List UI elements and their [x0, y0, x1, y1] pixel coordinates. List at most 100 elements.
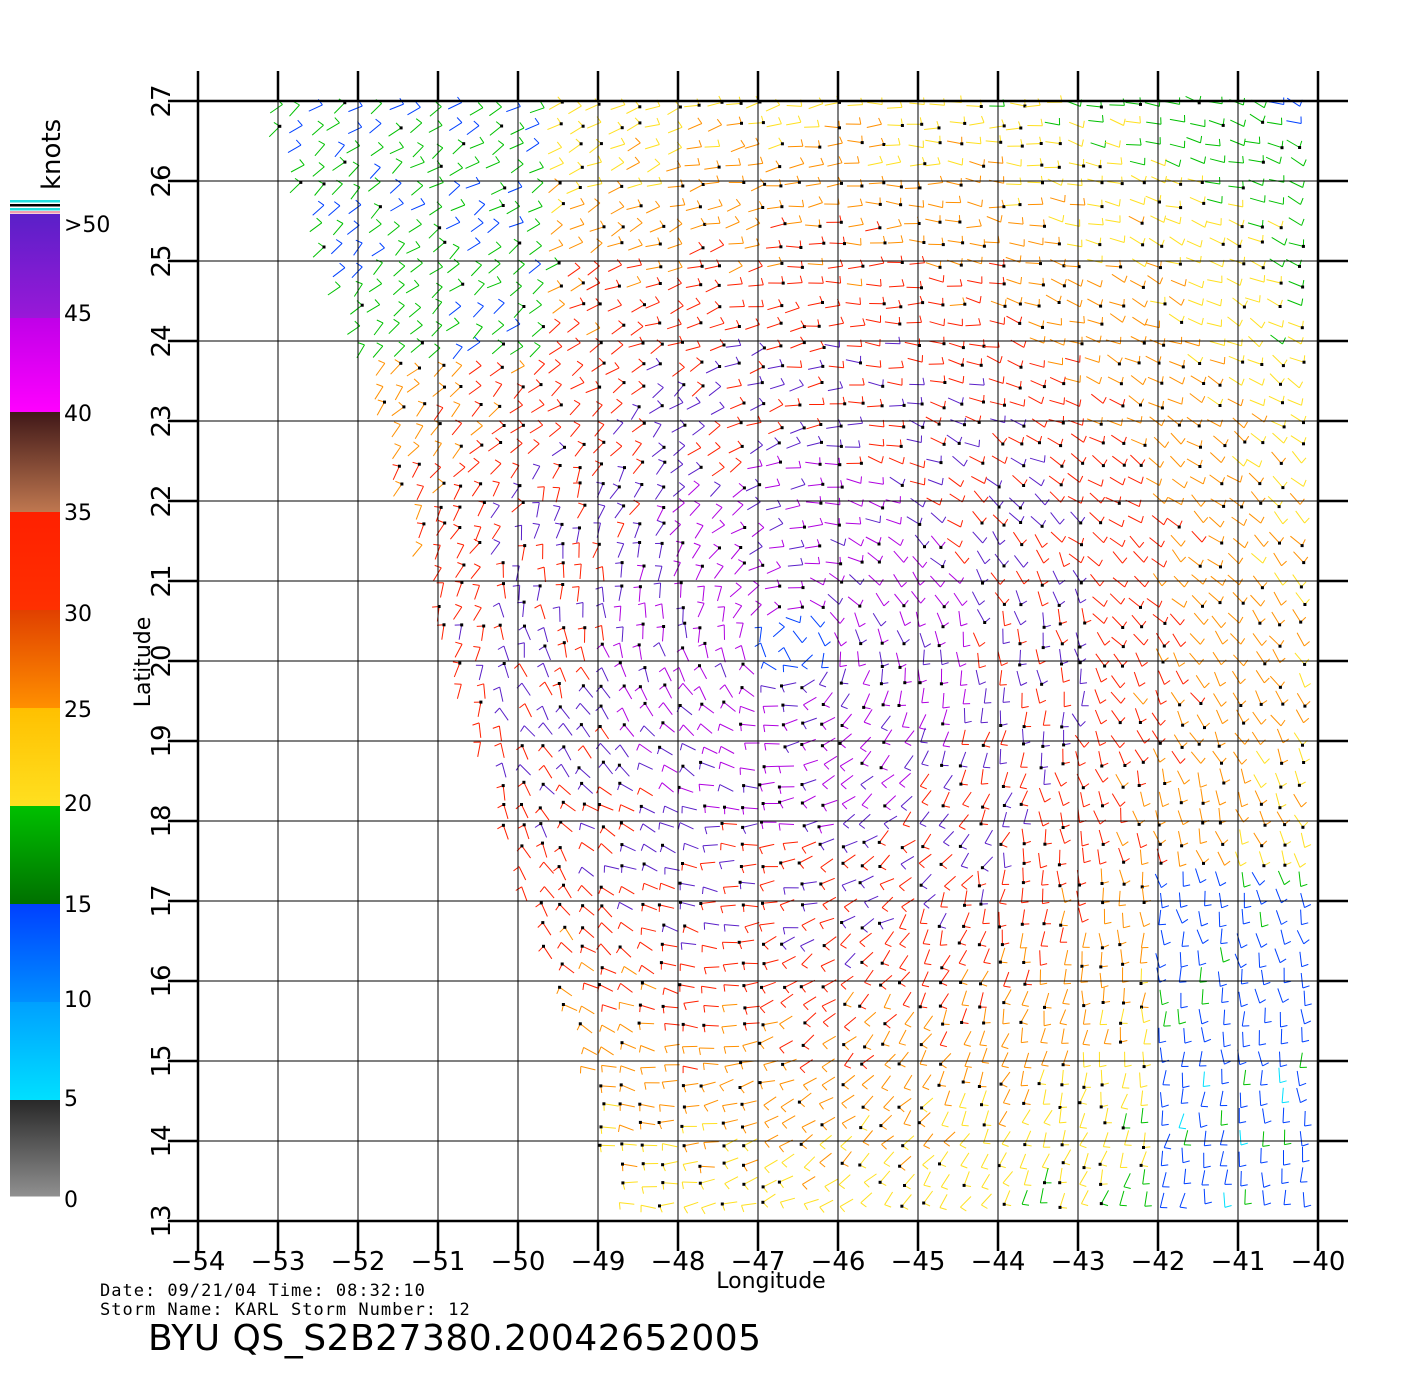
wind-barb — [472, 326, 483, 340]
rain-flag-dot — [817, 324, 821, 328]
wind-barb-flag — [884, 943, 892, 948]
wind-barb — [895, 652, 901, 668]
wind-barb-flag — [744, 926, 749, 934]
rain-flag-dot — [620, 561, 624, 565]
wind-barb — [408, 223, 422, 233]
wind-barb-flag — [1142, 378, 1147, 385]
wind-barb — [681, 742, 696, 751]
wind-barb-flag — [378, 360, 386, 364]
wind-barb-flag — [1279, 156, 1282, 164]
rain-flag-dot — [1260, 586, 1264, 590]
rain-flag-dot — [820, 722, 824, 726]
wind-barb — [1205, 181, 1220, 185]
wind-barb — [555, 487, 561, 503]
wind-barb — [883, 815, 898, 825]
wind-barb-flag — [493, 686, 500, 691]
wind-barb-flag — [473, 457, 480, 463]
wind-barb — [604, 285, 620, 291]
rain-flag-dot — [1178, 703, 1182, 707]
rain-flag-dot — [559, 403, 563, 407]
rain-flag-dot — [1041, 325, 1044, 329]
wind-barb — [724, 326, 740, 331]
wind-barb — [619, 662, 627, 677]
wind-barb-flag — [1200, 841, 1208, 844]
wind-barb — [492, 144, 505, 156]
wind-barb — [1300, 892, 1305, 908]
wind-barb-flag — [864, 1021, 871, 1027]
rain-flag-dot — [938, 1004, 942, 1008]
wind-barb-flag — [1239, 278, 1243, 286]
rain-flag-dot — [702, 1023, 706, 1027]
rain-flag-dot — [883, 241, 887, 245]
wind-barb — [882, 690, 889, 705]
wind-barb — [1272, 649, 1281, 663]
rain-flag-dot — [599, 704, 603, 708]
wind-barb-flag — [377, 142, 384, 148]
wind-barb — [453, 506, 461, 521]
wind-barb — [1105, 141, 1120, 148]
rain-flag-dot — [1001, 785, 1005, 788]
wind-barb — [1230, 633, 1242, 645]
wind-barb — [1092, 596, 1105, 607]
wind-barb — [548, 426, 562, 437]
rain-flag-dot — [737, 940, 741, 944]
wind-barb — [681, 942, 697, 945]
wind-barb-flag — [615, 441, 623, 447]
wind-barb-flag — [979, 641, 986, 647]
wind-barb-flag — [962, 376, 965, 384]
rain-flag-dot — [1198, 564, 1202, 568]
wind-barb-flag — [922, 500, 927, 508]
wind-barb-flag — [1021, 901, 1029, 904]
wind-barb — [632, 461, 643, 475]
wind-barb — [686, 146, 702, 150]
wind-barb-flag — [880, 620, 887, 627]
wind-barb-flag — [420, 198, 426, 205]
wind-barb-flag — [919, 823, 927, 828]
rain-flag-dot — [641, 902, 645, 906]
rain-flag-dot — [1222, 781, 1226, 785]
wind-barb-flag — [1282, 998, 1289, 1003]
wind-barb — [549, 162, 564, 170]
rain-flag-dot — [541, 782, 545, 786]
wind-barb — [1166, 517, 1180, 528]
rain-flag-dot — [1122, 463, 1126, 467]
wind-barb — [449, 386, 462, 398]
wind-barb — [1044, 241, 1060, 245]
wind-barb-flag — [880, 279, 882, 287]
wind-barb — [912, 571, 921, 586]
wind-barb — [679, 984, 695, 988]
wind-barb — [707, 446, 721, 457]
wind-barb — [1151, 712, 1161, 726]
rain-flag-dot — [919, 883, 923, 887]
wind-barb — [969, 383, 985, 386]
wind-barb-flag — [883, 823, 890, 830]
wind-barb — [474, 283, 485, 296]
wind-barb — [781, 955, 796, 964]
rain-flag-dot — [1057, 863, 1061, 867]
rain-flag-dot — [558, 902, 562, 906]
rain-flag-dot — [1300, 544, 1304, 548]
wind-barb — [592, 404, 603, 417]
wind-barb-flag — [637, 602, 645, 606]
wind-barb — [868, 501, 883, 509]
wind-barb-flag — [395, 384, 403, 388]
wind-barb — [881, 950, 891, 964]
wind-barb-flag — [1182, 377, 1186, 385]
rain-flag-dot — [1197, 424, 1201, 428]
wind-barb-flag — [1103, 600, 1108, 607]
wind-barb-flag — [339, 262, 346, 269]
wind-barb-flag — [596, 943, 602, 950]
wind-barb — [1251, 871, 1261, 886]
wind-barb-flag — [533, 137, 540, 144]
wind-barb — [1111, 793, 1121, 807]
rain-flag-dot — [638, 105, 642, 109]
rain-flag-dot — [861, 264, 865, 268]
wind-barb-flag — [714, 662, 721, 668]
rain-flag-dot — [860, 960, 864, 964]
wind-barb — [789, 384, 804, 392]
wind-barb-flag — [355, 239, 363, 244]
wind-barb-flag — [658, 782, 663, 790]
wind-barb — [1108, 519, 1123, 528]
wind-barb-flag — [923, 943, 931, 945]
rain-flag-dot — [539, 901, 543, 905]
